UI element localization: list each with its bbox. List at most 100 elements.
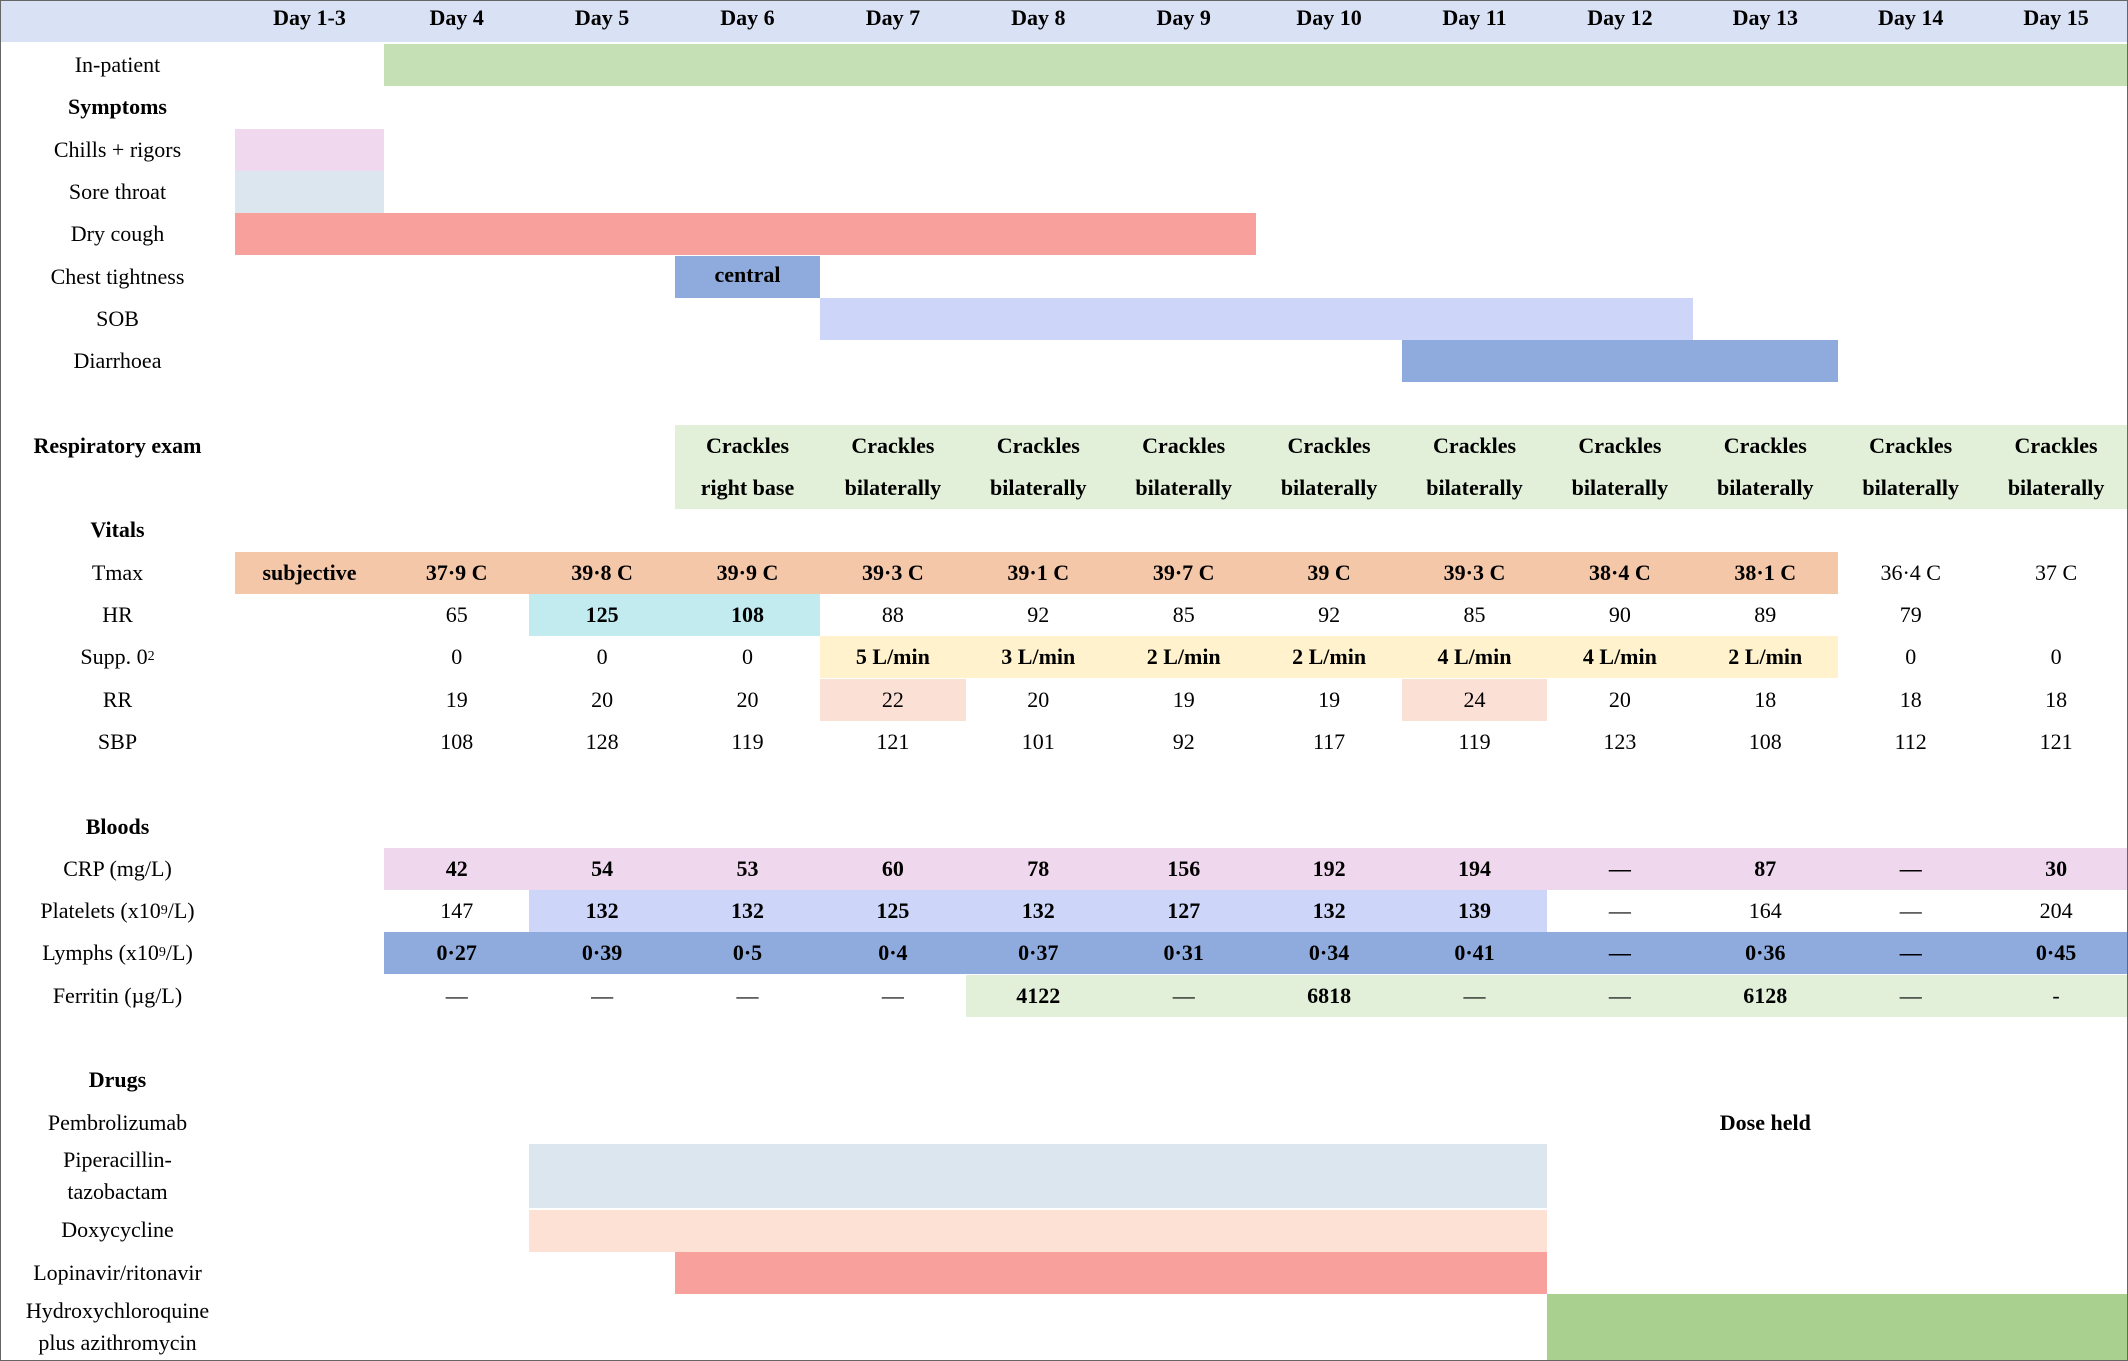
hr-value: 85: [1172, 602, 1195, 628]
supp-o2-label-text: Supp. 0: [80, 644, 148, 670]
day-header: Day 13: [1732, 5, 1798, 30]
hcq-label: Hydroxychloroquine plus azithromycin: [0, 1294, 235, 1360]
platelets-label-part: /L): [167, 898, 195, 924]
dry-cough-bar: [235, 213, 1257, 256]
lymphs-value: 0·31: [1163, 940, 1204, 966]
platelets-value: —: [1608, 898, 1631, 924]
ferritin-bar: [965, 974, 2128, 1017]
tmax-value: 39·1 C: [1007, 559, 1070, 585]
tmax-value: 37 C: [2034, 559, 2078, 585]
resp-exam-line2: bilaterally: [1571, 475, 1669, 501]
ferritin-value: —: [1899, 982, 1922, 1008]
rr-value: 19: [1172, 686, 1195, 712]
rr-value: 18: [1899, 686, 1922, 712]
hr-value: 92: [1318, 602, 1341, 628]
lymphs-value: 0·27: [436, 940, 477, 966]
platelets-value: 132: [730, 898, 764, 924]
chills-label: Chills + rigors: [53, 136, 182, 162]
sbp-value: 123: [1603, 728, 1637, 754]
lymphs-value: 0·37: [1018, 940, 1059, 966]
hr-value: 90: [1608, 602, 1631, 628]
platelets-value: 204: [2039, 898, 2073, 924]
crp-value: —: [1899, 855, 1922, 881]
crp-value: 156: [1167, 855, 1201, 881]
chest-tightness-bar: [674, 255, 821, 298]
hr-label: HR: [102, 602, 133, 628]
platelets-bar: [529, 890, 1548, 932]
tmax-value: 39·3 C: [1443, 559, 1506, 585]
crp-value: 192: [1312, 855, 1346, 881]
ferritin-value: —: [1172, 982, 1195, 1008]
platelets-value: —: [1899, 898, 1922, 924]
lymphs-bar: [384, 932, 2128, 975]
piperacillin-label-line: Piperacillin-: [63, 1146, 172, 1172]
sbp-value: 108: [440, 728, 474, 754]
chest-tightness-label: Chest tightness: [50, 263, 185, 289]
tmax-value: 39·3 C: [862, 559, 924, 585]
rr-value: 20: [1608, 686, 1631, 712]
platelets-value: 132: [585, 898, 619, 924]
sore-throat-bar: [235, 170, 384, 213]
tmax-label: Tmax: [91, 559, 144, 585]
chills-bar: [235, 128, 384, 171]
inpatient-label: In-patient: [74, 52, 161, 78]
resp-exam-line2: bilaterally: [2007, 475, 2105, 501]
day-header: Day 4: [429, 5, 484, 30]
supp-o2-value: 0: [451, 644, 463, 670]
vitals-heading: Vitals: [90, 517, 145, 543]
inpatient-bar: [384, 44, 2128, 86]
lopinavir-bar: [674, 1252, 1548, 1294]
rr-value: 18: [2045, 686, 2068, 712]
resp-exam-line2: right base: [700, 475, 795, 501]
pembrolizumab-label: Pembrolizumab: [47, 1109, 188, 1135]
sbp-value: 128: [585, 728, 619, 754]
resp-exam-line1: Crackles: [1869, 432, 1953, 458]
chest-tightness-note: central: [714, 261, 781, 287]
lymphs-value: —: [1899, 940, 1922, 966]
tmax-value: 38·4 C: [1589, 559, 1651, 585]
hr-value: 88: [881, 602, 904, 628]
pembrolizumab-note: Dose held: [1719, 1109, 1811, 1135]
supp-o2-value: 5 L/min: [855, 644, 930, 670]
supp-o2-value: 3 L/min: [1001, 644, 1076, 670]
sbp-label: SBP: [97, 728, 138, 754]
day-header: Day 6: [720, 5, 775, 30]
resp-exam-line1: Crackles: [2014, 432, 2098, 458]
sbp-value: 92: [1172, 728, 1195, 754]
hr-value: 65: [445, 602, 468, 628]
ferritin-label: Ferritin (µg/L): [52, 982, 183, 1008]
rr-value: 20: [736, 686, 759, 712]
tmax-value: subjective: [262, 559, 357, 585]
rr-bar-day7: [820, 678, 966, 721]
sbp-value: 101: [1021, 728, 1055, 754]
rr-value: 20: [591, 686, 614, 712]
lymphs-value: 0·41: [1454, 940, 1495, 966]
resp-exam-line2: bilaterally: [990, 475, 1087, 501]
sbp-value: 117: [1312, 728, 1346, 754]
supp-o2-value: 4 L/min: [1437, 644, 1512, 670]
lymphs-value: 0·5: [732, 940, 763, 966]
supp-o2-value: 0: [596, 644, 608, 670]
platelets-value: 127: [1167, 898, 1201, 924]
day-header: Day 15: [2023, 5, 2089, 30]
lymphs-value: 0·39: [581, 940, 623, 966]
resp-exam-line2: bilaterally: [1135, 475, 1232, 501]
day-header: Day 7: [865, 5, 921, 30]
day-header: Day 14: [1878, 5, 1944, 30]
supp-o2-value: 2 L/min: [1728, 644, 1803, 670]
rr-value: 18: [1754, 686, 1777, 712]
supp-o2-bar: [820, 636, 1838, 679]
rr-bar-day11: [1401, 678, 1548, 721]
piperacillin-bar: [529, 1143, 1548, 1208]
hr-value: 108: [730, 602, 764, 628]
supp-o2-value: 0: [1905, 644, 1917, 670]
ferritin-value: —: [591, 982, 614, 1008]
resp-exam-line1: Crackles: [1287, 432, 1371, 458]
crp-value: 194: [1457, 855, 1491, 881]
day-header: Day 8: [1011, 5, 1066, 30]
hr-value: 92: [1027, 602, 1050, 628]
platelets-value: 164: [1748, 898, 1782, 924]
platelets-value: 139: [1457, 898, 1491, 924]
supp-o2-value: 2 L/min: [1292, 644, 1367, 670]
ferritin-value: —: [445, 982, 468, 1008]
